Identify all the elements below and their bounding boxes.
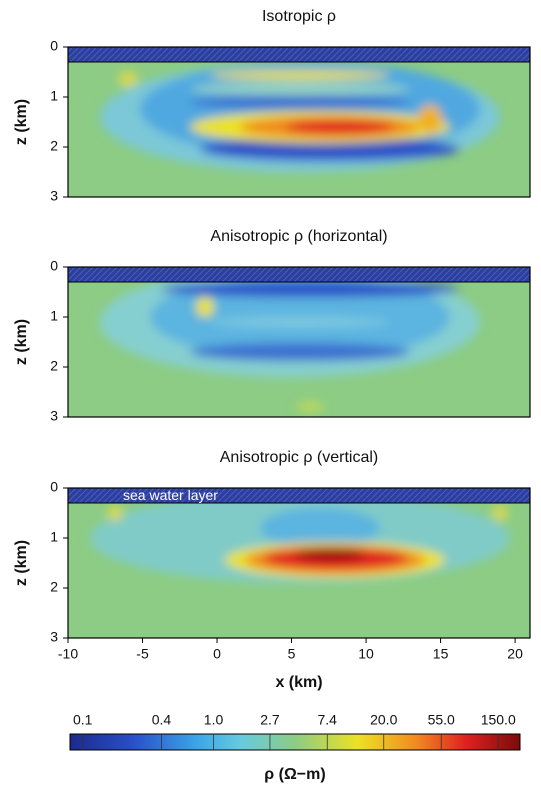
panel-title: Anisotropic ρ (horizontal) [210, 228, 387, 245]
x-tick-label: -10 [58, 646, 78, 662]
colorbar-tick-label: 0.4 [152, 712, 172, 728]
y-tick-label: 1 [50, 308, 58, 324]
y-tick-label: 0 [50, 258, 58, 274]
colorbar-tick-label: 150.0 [481, 712, 516, 728]
x-tick-label: 20 [507, 646, 523, 662]
panel-title: Isotropic ρ [262, 8, 336, 25]
y-tick-label: 1 [50, 88, 58, 104]
y-tick-label: 3 [50, 408, 58, 424]
sea-water-layer [68, 47, 530, 62]
y-tick-label: 3 [50, 629, 58, 645]
x-tick-label: 15 [433, 646, 449, 662]
colorbar-label: ρ (Ω−m) [264, 766, 325, 783]
y-tick-label: 2 [50, 579, 58, 595]
x-tick-label: 0 [213, 646, 221, 662]
y-axis-label: z (km) [13, 319, 30, 365]
y-axis-label: z (km) [13, 99, 30, 145]
x-tick-label: -5 [136, 646, 149, 662]
field [68, 47, 530, 197]
colorbar-tick-label: 55.0 [428, 712, 455, 728]
y-tick-label: 2 [50, 138, 58, 154]
y-tick-label: 0 [50, 479, 58, 495]
plot-frame [67, 487, 531, 639]
colorbar-tick-label: 0.1 [73, 712, 93, 728]
colorbar-tick-label: 2.7 [260, 712, 280, 728]
plot-frame [67, 46, 531, 198]
field [68, 267, 530, 417]
sea-water-layer [68, 488, 530, 503]
x-axis-label: x (km) [275, 674, 322, 691]
y-tick-label: 1 [50, 529, 58, 545]
panel-title: Anisotropic ρ (vertical) [220, 449, 378, 466]
field [68, 488, 530, 638]
colorbar-tick-label: 1.0 [204, 712, 224, 728]
colorbar [69, 733, 521, 751]
y-axis-label: z (km) [13, 540, 30, 586]
y-tick-label: 2 [50, 358, 58, 374]
y-tick-label: 3 [50, 188, 58, 204]
y-tick-label: 0 [50, 38, 58, 54]
plot-frame [67, 266, 531, 418]
x-tick-label: 10 [358, 646, 374, 662]
annotation: sea water layer [123, 487, 218, 503]
x-tick-label: 5 [288, 646, 296, 662]
sea-water-layer [68, 267, 530, 282]
colorbar-tick-label: 7.4 [318, 712, 338, 728]
colorbar-tick-label: 20.0 [370, 712, 397, 728]
